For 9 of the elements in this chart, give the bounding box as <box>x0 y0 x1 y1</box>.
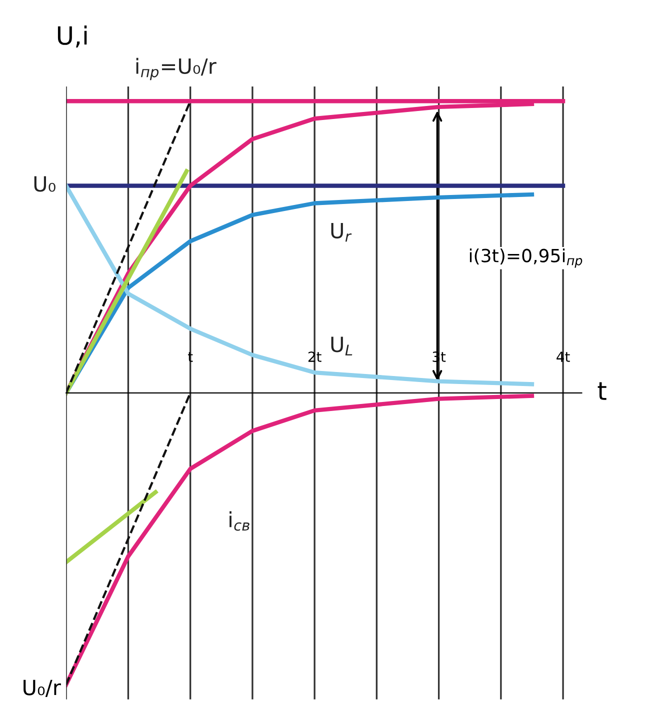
text: U₀/r <box>24 680 61 697</box>
annotation: i(3t)=0,95i$_{пр}$ <box>470 248 582 268</box>
text: i$_{св}$ <box>230 511 250 531</box>
series-label: i$_{пр}$=U₀/r <box>136 58 216 80</box>
y-axis-title: U,i <box>58 26 87 48</box>
series-label: U₀ <box>34 176 56 192</box>
series-label: U$_{L}$ <box>331 336 352 356</box>
series-label: U$_{r}$ <box>331 222 352 242</box>
x-axis-title: t <box>598 382 606 400</box>
